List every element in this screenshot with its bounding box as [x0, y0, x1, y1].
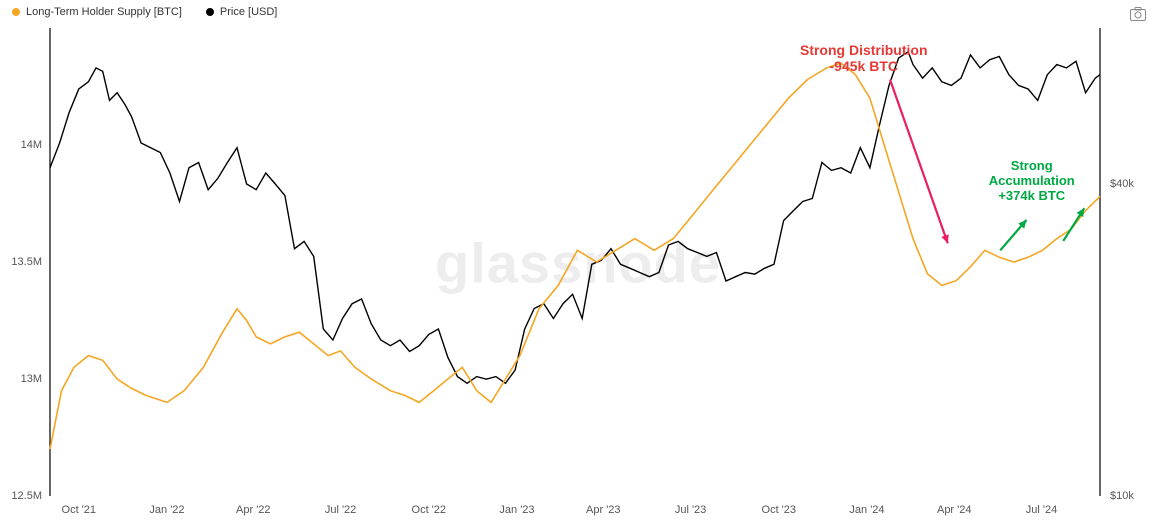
lth-supply-line [50, 63, 1100, 449]
x-tick: Oct '21 [62, 504, 97, 516]
chart-container: Long-Term Holder Supply [BTC] Price [USD… [0, 0, 1156, 526]
legend-label-lth: Long-Term Holder Supply [BTC] [26, 6, 182, 18]
legend-swatch-price [206, 8, 214, 16]
y-tick-left: 13M [21, 373, 42, 385]
y-axis-right: $10k$40k [1104, 28, 1156, 496]
x-tick: Apr '23 [586, 504, 621, 516]
x-tick: Apr '22 [236, 504, 271, 516]
x-tick: Jul '24 [1026, 504, 1057, 516]
y-tick-right: $10k [1110, 490, 1134, 502]
x-tick: Jan '23 [499, 504, 534, 516]
legend: Long-Term Holder Supply [BTC] Price [USD… [12, 6, 277, 18]
x-tick: Jan '22 [149, 504, 184, 516]
legend-swatch-lth [12, 8, 20, 16]
legend-item-lth[interactable]: Long-Term Holder Supply [BTC] [12, 6, 182, 18]
y-axis-left: 12.5M13M13.5M14M [0, 28, 48, 496]
y-tick-right: $40k [1110, 178, 1134, 190]
price-line [50, 52, 1100, 384]
x-tick: Jul '22 [325, 504, 356, 516]
y-tick-left: 12.5M [11, 490, 42, 502]
x-tick: Jan '24 [849, 504, 884, 516]
screenshot-button[interactable] [1128, 4, 1148, 24]
plot-area: Strong Distribution -945k BTC Strong Acc… [50, 28, 1100, 496]
y-tick-left: 13.5M [11, 256, 42, 268]
x-tick: Oct '22 [412, 504, 447, 516]
x-tick: Jul '23 [675, 504, 706, 516]
camera-icon [1130, 7, 1146, 21]
annotation-arrows [890, 79, 1084, 250]
legend-item-price[interactable]: Price [USD] [206, 6, 277, 18]
x-tick: Oct '23 [762, 504, 797, 516]
x-axis: Oct '21 Jan '22 Apr '22 Jul '22 Oct '22 Jan '… [50, 498, 1100, 526]
legend-label-price: Price [USD] [220, 6, 277, 18]
y-tick-left: 14M [21, 139, 42, 151]
plot-svg [50, 28, 1100, 496]
x-tick: Apr '24 [937, 504, 972, 516]
